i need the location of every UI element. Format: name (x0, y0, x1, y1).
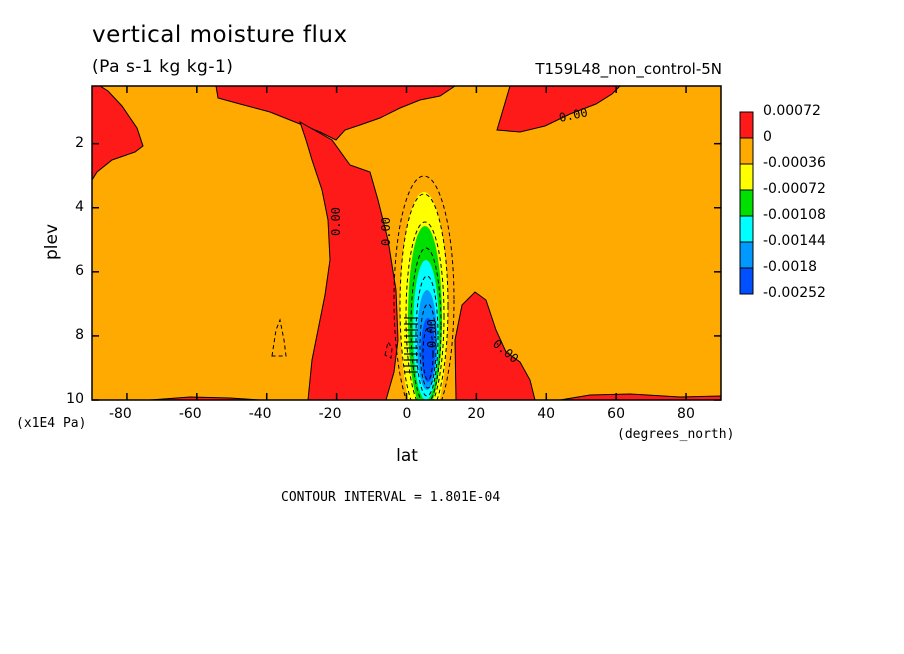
y-tick-label: 10 (66, 391, 84, 407)
x-tick-label: -80 (108, 406, 132, 422)
chart-units: (Pa s-1 kg kg-1) (92, 57, 234, 77)
colorbar-label: -0.00072 (763, 181, 826, 197)
contour-interval-note: CONTOUR INTERVAL = 1.801E-04 (281, 490, 501, 505)
colorbar-label: 0 (763, 129, 772, 145)
positive-region-right-cell (454, 291, 536, 400)
colorbar-swatch (739, 241, 754, 269)
y-axis-units: (x1E4 Pa) (16, 416, 87, 431)
colorbar-label: -0.0018 (763, 259, 818, 275)
x-tick-label: 40 (537, 406, 556, 422)
colorbar-swatch (739, 189, 754, 217)
colorbar-swatch (739, 111, 754, 139)
contour-label: 0.00 (379, 217, 393, 246)
x-tick-label: -60 (178, 406, 202, 422)
y-tick-label: 6 (75, 262, 84, 279)
x-tick-label: -40 (248, 406, 272, 422)
colorbar-swatch (739, 215, 754, 243)
positive-region-upper-left (92, 86, 144, 181)
contour-label: 0.00 (329, 207, 343, 236)
contour-label: 0.00 (425, 319, 439, 348)
x-axis-label: lat (396, 446, 418, 466)
colorbar-label: 0.00072 (763, 103, 821, 119)
colorbar-label: -0.00108 (763, 207, 826, 223)
colorbar-label: -0.00252 (763, 285, 826, 301)
positive-region-top-band (215, 86, 456, 141)
x-tick-label: 60 (607, 406, 625, 422)
positive-region-bottom-strip-right (559, 393, 721, 400)
y-tick-label: 8 (75, 326, 84, 343)
colorbar (739, 111, 754, 295)
x-tick-label: 0 (402, 406, 412, 422)
negative-contours (271, 175, 455, 400)
plume-hatching (404, 317, 418, 373)
colorbar-swatch (739, 137, 754, 165)
colorbar-swatch (739, 267, 754, 295)
x-tick-label: 20 (467, 406, 486, 422)
x-tick-label: 80 (677, 406, 695, 422)
positive-region-column (299, 120, 399, 400)
positive-region-top-right (496, 86, 621, 133)
y-tick-label: 2 (75, 134, 84, 151)
colorbar-label: -0.00036 (763, 155, 826, 171)
colorbar-label: -0.00144 (763, 233, 826, 249)
x-axis-units: (degrees_north) (617, 427, 735, 442)
chart-title: vertical moisture flux (92, 22, 348, 48)
x-tick-label: -20 (318, 406, 342, 422)
run-label: T159L48_non_control-5N (535, 60, 722, 78)
colorbar-swatch (739, 163, 754, 191)
y-tick-label: 4 (75, 198, 84, 215)
contour-label: 0.00 (558, 105, 589, 125)
